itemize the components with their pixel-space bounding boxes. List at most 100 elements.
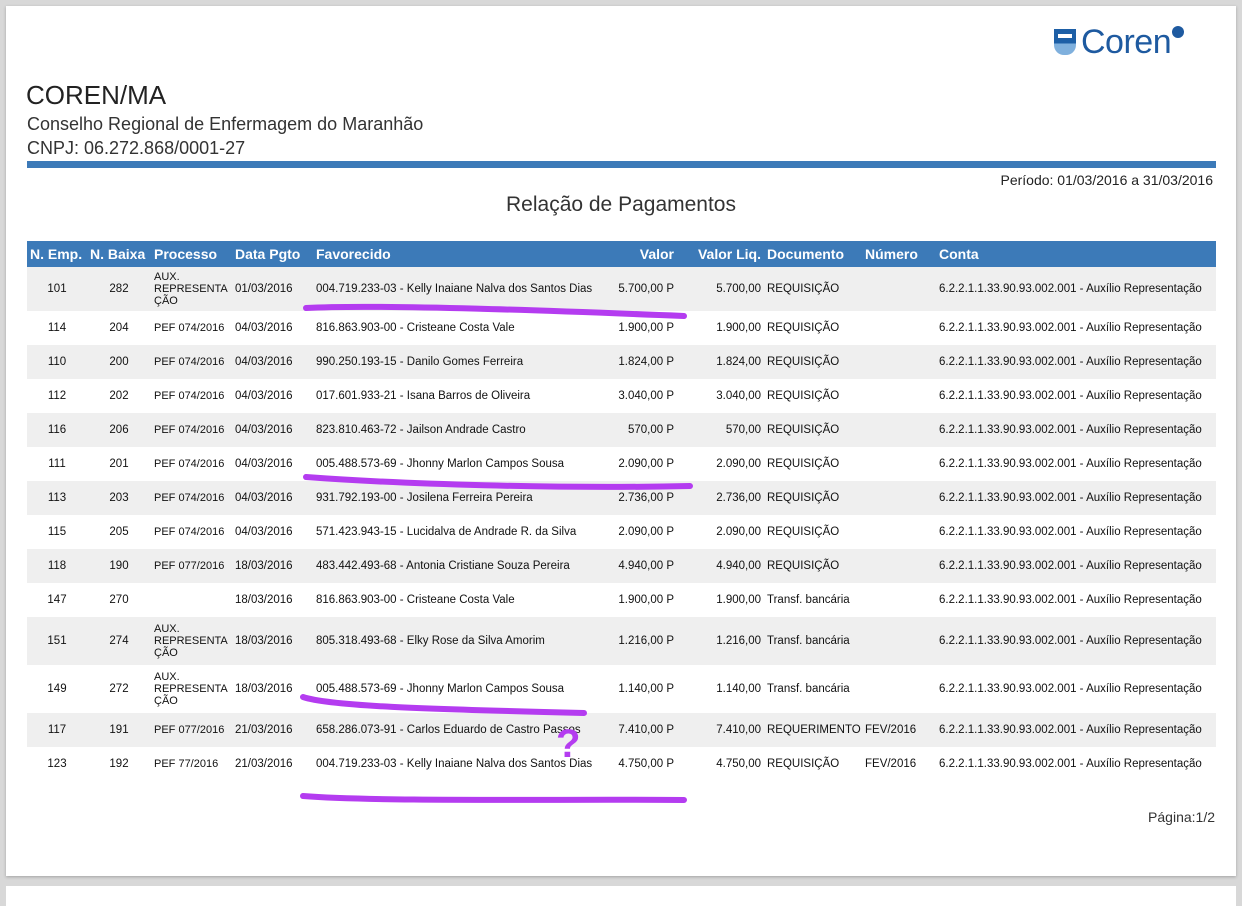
cell-conta: 6.2.2.1.1.33.90.93.002.001 - Auxílio Rep… xyxy=(936,515,1216,549)
badge-icon xyxy=(1172,26,1185,38)
cell-conta: 6.2.2.1.1.33.90.93.002.001 - Auxílio Rep… xyxy=(936,379,1216,413)
cell-n-emp: 116 xyxy=(27,413,87,447)
cell-n-baixa: 282 xyxy=(87,267,151,311)
org-full-name: Conselho Regional de Enfermagem do Maran… xyxy=(27,114,424,134)
cell-conta: 6.2.2.1.1.33.90.93.002.001 - Auxílio Rep… xyxy=(936,311,1216,345)
page-number: Página:1/2 xyxy=(1148,809,1215,825)
cell-valor-liq: 1.216,00 xyxy=(677,617,764,665)
cell-favorecido: 571.423.943-15 - Lucidalva de Andrade R.… xyxy=(313,515,609,549)
cell-n-baixa: 205 xyxy=(87,515,151,549)
cell-n-baixa: 191 xyxy=(87,713,151,747)
period-label: Período: 01/03/2016 a 31/03/2016 xyxy=(1000,172,1213,188)
cell-n-baixa: 272 xyxy=(87,665,151,713)
cell-n-baixa: 203 xyxy=(87,481,151,515)
cell-n-emp: 115 xyxy=(27,515,87,549)
cell-numero xyxy=(862,617,936,665)
table-row: 110 200 PEF 074/2016 04/03/2016 990.250.… xyxy=(27,345,1216,379)
report-title: Relação de Pagamentos xyxy=(506,193,736,216)
cell-valor: 4.940,00 P xyxy=(609,549,677,583)
cell-valor: 2.736,00 P xyxy=(609,481,677,515)
cell-valor-liq: 4.750,00 xyxy=(677,747,764,781)
cell-conta: 6.2.2.1.1.33.90.93.002.001 - Auxílio Rep… xyxy=(936,549,1216,583)
col-header-processo: Processo xyxy=(151,241,232,267)
cell-valor-liq: 1.900,00 xyxy=(677,311,764,345)
cell-n-emp: 113 xyxy=(27,481,87,515)
cell-n-emp: 123 xyxy=(27,747,87,781)
cell-n-emp: 110 xyxy=(27,345,87,379)
cell-data-pgto: 04/03/2016 xyxy=(232,345,313,379)
cell-valor: 2.090,00 P xyxy=(609,447,677,481)
cell-numero xyxy=(862,447,936,481)
cell-processo: PEF 077/2016 xyxy=(151,549,232,583)
cell-numero xyxy=(862,583,936,617)
cell-favorecido: 931.792.193-00 - Josilena Ferreira Perei… xyxy=(313,481,609,515)
cell-conta: 6.2.2.1.1.33.90.93.002.001 - Auxílio Rep… xyxy=(936,481,1216,515)
cell-documento: REQUISIÇÃO xyxy=(764,311,862,345)
cell-data-pgto: 04/03/2016 xyxy=(232,515,313,549)
col-header-valor: Valor xyxy=(609,241,677,267)
cell-numero xyxy=(862,481,936,515)
cell-documento: REQUISIÇÃO xyxy=(764,413,862,447)
cell-valor: 2.090,00 P xyxy=(609,515,677,549)
cell-n-emp: 118 xyxy=(27,549,87,583)
cell-n-baixa: 201 xyxy=(87,447,151,481)
cell-valor-liq: 2.090,00 xyxy=(677,447,764,481)
table-row: 116 206 PEF 074/2016 04/03/2016 823.810.… xyxy=(27,413,1216,447)
cell-numero xyxy=(862,267,936,311)
cell-documento: Transf. bancária xyxy=(764,665,862,713)
col-header-data-pgto: Data Pgto xyxy=(232,241,313,267)
cell-n-baixa: 190 xyxy=(87,549,151,583)
table-row: 111 201 PEF 074/2016 04/03/2016 005.488.… xyxy=(27,447,1216,481)
cell-conta: 6.2.2.1.1.33.90.93.002.001 - Auxílio Rep… xyxy=(936,665,1216,713)
shield-icon xyxy=(1054,29,1076,55)
cell-valor-liq: 2.736,00 xyxy=(677,481,764,515)
cell-valor-liq: 1.824,00 xyxy=(677,345,764,379)
cell-processo: PEF 074/2016 xyxy=(151,481,232,515)
cell-processo: PEF 074/2016 xyxy=(151,413,232,447)
cell-processo: PEF 077/2016 xyxy=(151,713,232,747)
header-divider xyxy=(27,161,1216,168)
cell-valor-liq: 3.040,00 xyxy=(677,379,764,413)
table-row: 147 270 18/03/2016 816.863.903-00 - Cris… xyxy=(27,583,1216,617)
col-header-n-emp: N. Emp. xyxy=(27,241,87,267)
logo-text: Coren xyxy=(1081,22,1172,61)
cell-favorecido: 004.719.233-03 - Kelly Inaiane Nalva dos… xyxy=(313,747,609,781)
table-row: 117 191 PEF 077/2016 21/03/2016 658.286.… xyxy=(27,713,1216,747)
cell-documento: REQUISIÇÃO xyxy=(764,549,862,583)
cell-processo: PEF 77/2016 xyxy=(151,747,232,781)
col-header-valor-liq: Valor Liq. xyxy=(677,241,764,267)
cell-n-emp: 147 xyxy=(27,583,87,617)
cell-documento: REQUISIÇÃO xyxy=(764,345,862,379)
cell-data-pgto: 04/03/2016 xyxy=(232,413,313,447)
cell-processo: PEF 074/2016 xyxy=(151,311,232,345)
cell-valor-liq: 1.900,00 xyxy=(677,583,764,617)
cell-numero: FEV/2016 xyxy=(862,713,936,747)
cell-conta: 6.2.2.1.1.33.90.93.002.001 - Auxílio Rep… xyxy=(936,713,1216,747)
cell-conta: 6.2.2.1.1.33.90.93.002.001 - Auxílio Rep… xyxy=(936,617,1216,665)
cell-conta: 6.2.2.1.1.33.90.93.002.001 - Auxílio Rep… xyxy=(936,267,1216,311)
cell-favorecido: 017.601.933-21 - Isana Barros de Oliveir… xyxy=(313,379,609,413)
cell-n-baixa: 202 xyxy=(87,379,151,413)
cell-valor: 1.900,00 P xyxy=(609,583,677,617)
cell-favorecido: 816.863.903-00 - Cristeane Costa Vale xyxy=(313,311,609,345)
cell-numero xyxy=(862,345,936,379)
cell-processo: AUX. REPRESENTA ÇÃO xyxy=(151,617,232,665)
org-cnpj: CNPJ: 06.272.868/0001-27 xyxy=(27,138,246,158)
cell-documento: REQUISIÇÃO xyxy=(764,747,862,781)
cell-valor-liq: 570,00 xyxy=(677,413,764,447)
cell-valor: 1.900,00 P xyxy=(609,311,677,345)
cell-conta: 6.2.2.1.1.33.90.93.002.001 - Auxílio Rep… xyxy=(936,583,1216,617)
cell-favorecido: 005.488.573-69 - Jhonny Marlon Campos So… xyxy=(313,447,609,481)
cell-conta: 6.2.2.1.1.33.90.93.002.001 - Auxílio Rep… xyxy=(936,413,1216,447)
cell-valor: 1.216,00 P xyxy=(609,617,677,665)
cell-data-pgto: 04/03/2016 xyxy=(232,311,313,345)
table-row: 101 282 AUX. REPRESENTA ÇÃO 01/03/2016 0… xyxy=(27,267,1216,311)
cell-documento: REQUISIÇÃO xyxy=(764,481,862,515)
cell-n-emp: 117 xyxy=(27,713,87,747)
col-header-favorecido: Favorecido xyxy=(313,241,609,267)
cell-processo: AUX. REPRESENTA ÇÃO xyxy=(151,665,232,713)
cell-numero xyxy=(862,379,936,413)
cell-numero xyxy=(862,311,936,345)
cell-valor: 1.140,00 P xyxy=(609,665,677,713)
cell-valor-liq: 7.410,00 xyxy=(677,713,764,747)
